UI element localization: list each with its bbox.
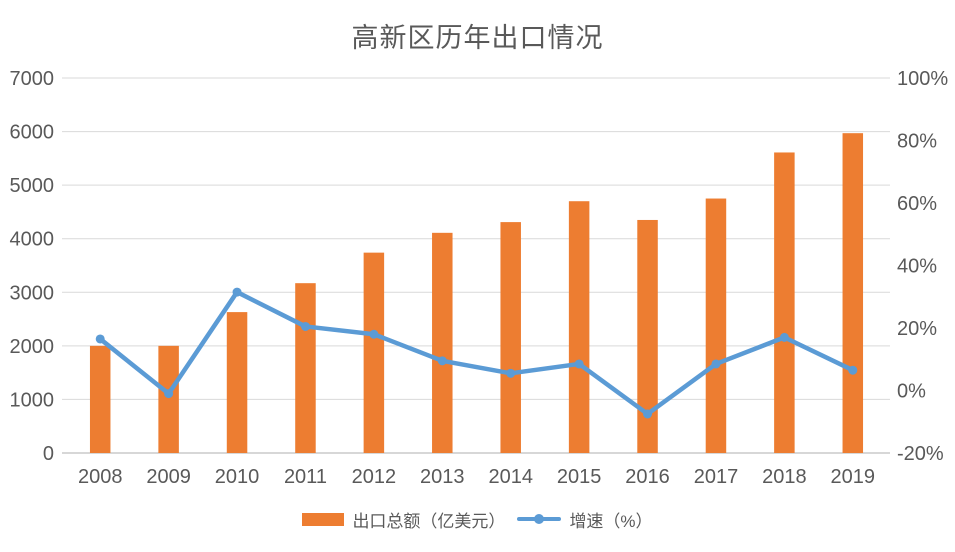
- x-axis-label-2019: 2019: [831, 466, 876, 488]
- x-axis-label-2013: 2013: [420, 466, 465, 488]
- right-axis-tick-20: 20%: [897, 318, 937, 340]
- left-axis-tick-2000: 2000: [10, 336, 55, 358]
- growth-point-2019: [848, 365, 858, 375]
- x-axis-label-2014: 2014: [488, 466, 533, 488]
- left-axis-tick-7000: 7000: [10, 68, 55, 90]
- left-axis-tick-0: 0: [43, 443, 54, 465]
- x-axis-label-2011: 2011: [284, 466, 327, 488]
- left-axis-tick-6000: 6000: [10, 122, 55, 144]
- left-axis-tick-1000: 1000: [10, 389, 55, 411]
- bar-2014: [500, 222, 521, 453]
- legend-item-exports: 出口总额（亿美元）: [302, 507, 505, 532]
- bar-2015: [568, 201, 590, 453]
- right-axis-tick-0: 0%: [897, 381, 926, 403]
- growth-point-2010: [232, 287, 242, 297]
- growth-point-2016: [643, 409, 653, 419]
- x-axis-label-2009: 2009: [146, 466, 191, 488]
- growth-point-2011: [300, 321, 310, 331]
- growth-point-2013: [437, 356, 447, 366]
- legend-label-growth: 增速（%）: [569, 511, 653, 531]
- left-axis-tick-4000: 4000: [10, 229, 55, 251]
- bar-2011: [295, 283, 316, 453]
- growth-point-2015: [574, 359, 584, 369]
- bar-2008: [89, 345, 111, 453]
- right-axis-tick-80: 80%: [897, 131, 937, 153]
- right-axis-tick--20: -20%: [897, 443, 944, 465]
- growth-point-2018: [779, 332, 789, 342]
- legend-item-growth: 增速（%）: [517, 507, 653, 532]
- legend-label-exports: 出口总额（亿美元）: [352, 511, 506, 531]
- bar-2009: [158, 345, 179, 453]
- bar-2012: [363, 252, 385, 453]
- right-axis-tick-40: 40%: [897, 256, 937, 278]
- bar-2017: [705, 198, 727, 453]
- bar-2013: [432, 232, 453, 453]
- x-axis-label-2018: 2018: [762, 466, 807, 488]
- chart-title: 高新区历年出口情况: [351, 23, 604, 53]
- growth-point-2009: [164, 389, 174, 399]
- right-axis-tick-100: 100%: [897, 68, 948, 90]
- x-axis-label-2012: 2012: [352, 466, 397, 488]
- x-axis-label-2008: 2008: [78, 466, 123, 488]
- growth-point-2017: [711, 359, 721, 369]
- x-axis-label-2010: 2010: [215, 466, 260, 488]
- x-axis-label-2016: 2016: [625, 466, 670, 488]
- growth-line: [97, 289, 856, 417]
- growth-point-2008: [95, 334, 105, 344]
- line-series-swatch-icon: [517, 514, 562, 524]
- bar-2019: [842, 133, 864, 453]
- growth-point-2012: [369, 329, 379, 339]
- bar-series-swatch-icon: [302, 512, 345, 526]
- legend: 出口总额（亿美元） 增速（%）: [0, 503, 955, 535]
- left-axis-tick-3000: 3000: [10, 282, 55, 304]
- bar-2016: [637, 219, 658, 453]
- right-axis-tick-60: 60%: [897, 193, 937, 215]
- x-axis-label-2015: 2015: [557, 466, 602, 488]
- bar-2018: [774, 152, 795, 453]
- left-axis-tick-5000: 5000: [10, 175, 55, 197]
- bar-2010: [226, 312, 248, 453]
- growth-point-2014: [506, 368, 516, 378]
- x-axis-label-2017: 2017: [694, 466, 739, 488]
